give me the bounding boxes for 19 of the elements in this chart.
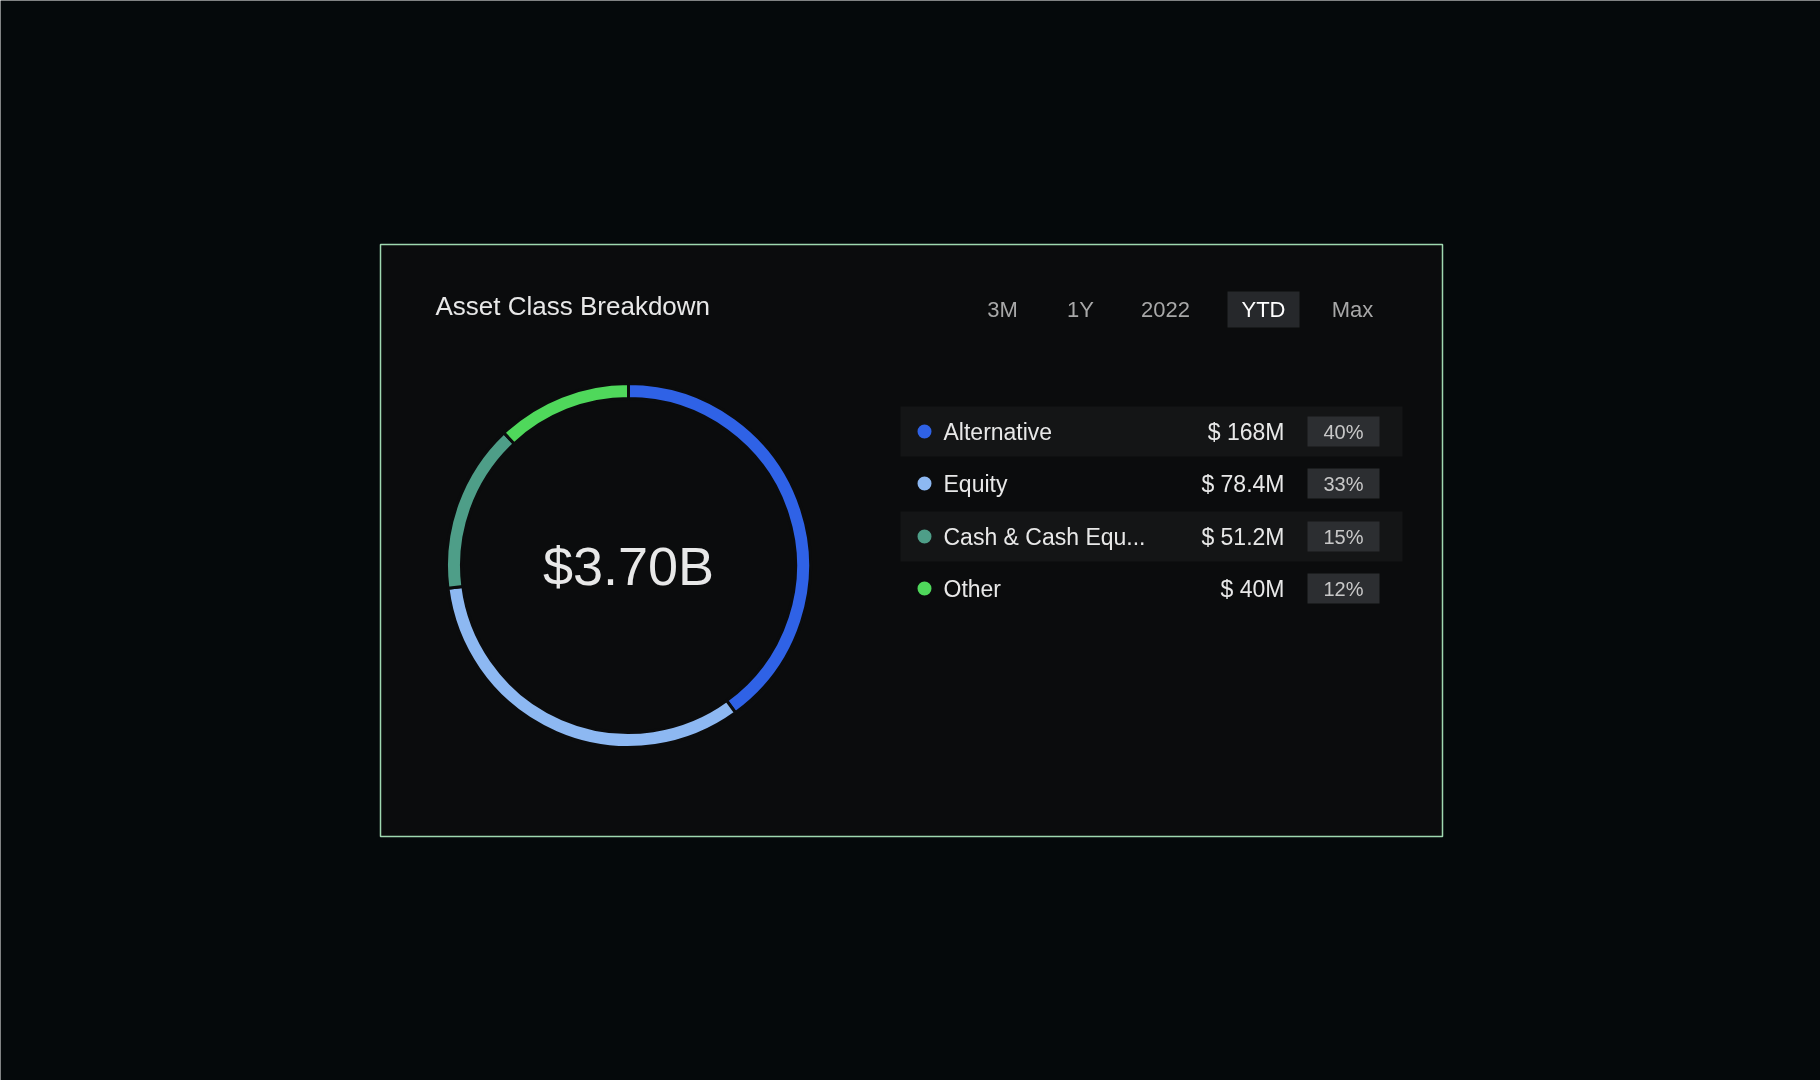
- text: $ 40M: [1220, 575, 1285, 602]
- text: $ 51.2M: [1201, 523, 1285, 550]
- data-label: 40%: [1323, 420, 1364, 443]
- text: Max: [1331, 297, 1374, 322]
- text: $ 168M: [1207, 418, 1285, 445]
- legend-label: Alternative: [943, 418, 1053, 445]
- text: 2022: [1141, 297, 1190, 322]
- legend-label: Cash & Cash Equ...: [943, 523, 1146, 550]
- chart-title: Asset Class Breakdown: [435, 290, 711, 321]
- text: 1Y: [1067, 297, 1095, 322]
- text: $3.70B: [542, 535, 715, 596]
- data-label: 33%: [1323, 472, 1364, 495]
- data-label: 15%: [1323, 525, 1364, 548]
- data-label: 12%: [1323, 577, 1364, 600]
- text: YTD: [1241, 297, 1286, 322]
- text: $ 78.4M: [1201, 470, 1285, 497]
- legend-label: Equity: [943, 470, 1008, 497]
- legend-label: Other: [943, 575, 1002, 602]
- text: 3M: [987, 297, 1018, 322]
